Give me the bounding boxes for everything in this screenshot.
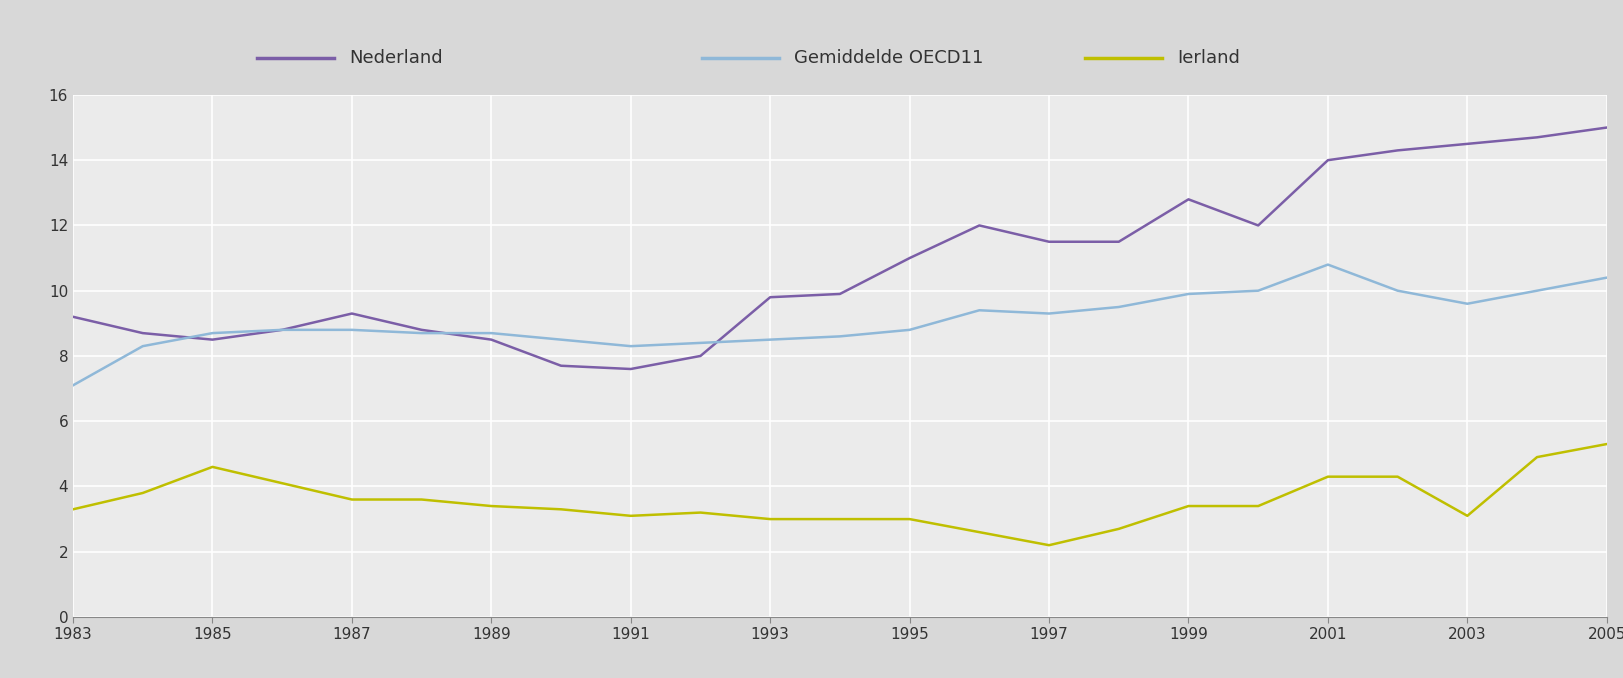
Text: Ierland: Ierland — [1177, 49, 1240, 66]
Text: Gemiddelde OECD11: Gemiddelde OECD11 — [794, 49, 984, 66]
Text: Nederland: Nederland — [349, 49, 443, 66]
